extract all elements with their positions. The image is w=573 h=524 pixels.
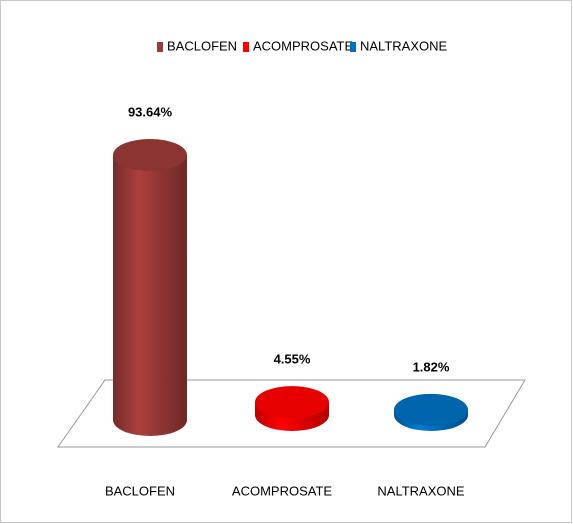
- cylinder-top: [255, 386, 329, 419]
- value-label: 4.55%: [274, 352, 311, 367]
- cylinder-top: [113, 138, 187, 171]
- cylinder: [255, 386, 329, 431]
- value-label: 1.82%: [413, 359, 450, 374]
- legend-swatch: [350, 42, 356, 52]
- cylinder-top: [394, 393, 468, 426]
- x-tick-label: ACOMPROSATE: [232, 483, 332, 498]
- legend-label: NALTRAXONE: [360, 38, 447, 53]
- cylinder-body: [113, 154, 187, 437]
- legend-label: BACLOFEN: [167, 38, 237, 53]
- legend-label: ACOMPROSATE: [253, 38, 353, 53]
- legend-swatch: [157, 42, 163, 52]
- cylinder: [394, 393, 468, 431]
- x-tick-label: NALTRAXONE: [377, 483, 464, 498]
- cylinder: [113, 138, 187, 437]
- legend-swatch: [243, 42, 249, 52]
- x-tick-label: BACLOFEN: [105, 483, 175, 498]
- value-label: 93.64%: [128, 104, 173, 119]
